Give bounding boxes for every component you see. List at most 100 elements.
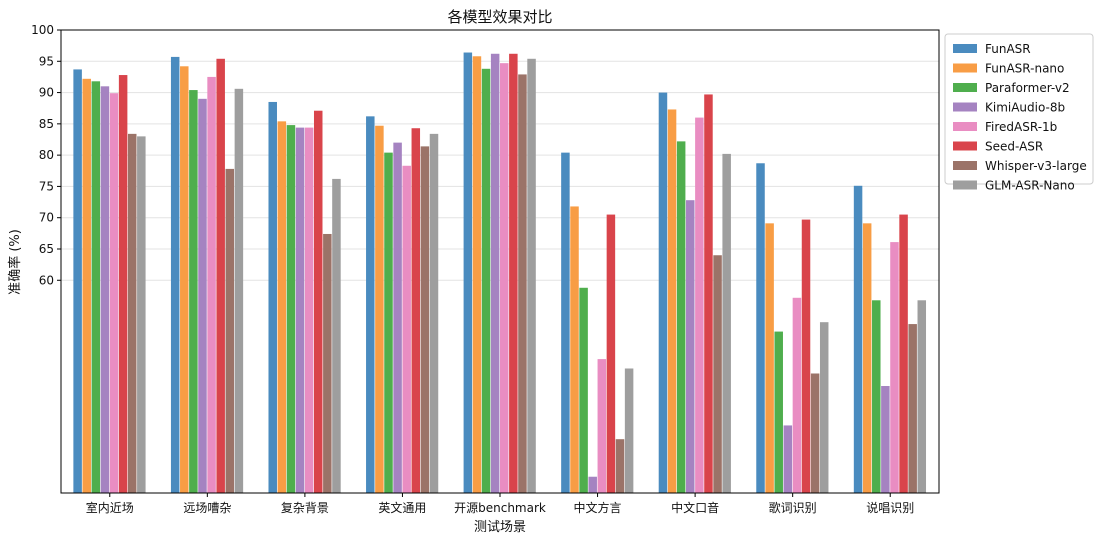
bar-funasr — [366, 116, 375, 493]
x-tick-label: 开源benchmark — [454, 501, 546, 515]
bar-firedasr-1b — [695, 117, 704, 493]
bar-funasr-nano — [862, 223, 872, 493]
bar-whisper-v3-large — [908, 324, 917, 493]
bars — [73, 52, 927, 494]
x-tick-label: 室内近场 — [86, 500, 134, 515]
bar-funasr — [268, 101, 277, 494]
bar-seed-asr — [606, 214, 616, 493]
bar-kimiaudio-8b — [686, 200, 695, 493]
bar-kimiaudio-8b — [881, 386, 890, 493]
y-tick-label: 65 — [39, 242, 54, 256]
bar-whisper-v3-large — [127, 133, 137, 493]
bar-seed-asr — [411, 128, 421, 493]
legend-label: Seed-ASR — [985, 140, 1043, 154]
bar-paraformer-v2 — [91, 81, 101, 493]
legend-box — [944, 33, 1094, 185]
bar-paraformer-v2 — [189, 90, 198, 493]
bar-funasr-nano — [667, 109, 677, 493]
bar-funasr-nano — [180, 66, 189, 494]
bar-funasr — [73, 69, 82, 493]
bar-funasr-nano — [472, 56, 482, 493]
x-axis-ticks: 室内近场 远场嘈杂 复杂背景 英文通用 开源benchmark 中文方言 中文口音 歌词识别 说… — [86, 493, 914, 515]
bar-seed-asr — [704, 94, 713, 494]
bar-kimiaudio-8b — [783, 425, 793, 493]
bar-funasr-nano — [570, 206, 579, 493]
bar-funasr — [853, 185, 863, 493]
legend-label: Whisper-v3-large — [985, 159, 1087, 173]
bar-seed-asr — [118, 75, 128, 493]
bar-kimiaudio-8b — [490, 53, 500, 494]
bar-kimiaudio-8b — [198, 98, 207, 493]
bar-seed-asr — [313, 110, 323, 494]
bar-paraformer-v2 — [579, 287, 588, 493]
bar-paraformer-v2 — [481, 68, 491, 493]
x-tick-label: 远场嘈杂 — [183, 501, 231, 515]
bar-kimiaudio-8b — [393, 142, 402, 493]
bar-firedasr-1b — [597, 359, 607, 493]
bar-glm-asr-nano — [722, 153, 731, 493]
legend-label: Paraformer-v2 — [985, 81, 1070, 95]
legend-swatch — [953, 83, 977, 92]
bar-funasr — [170, 56, 180, 493]
bar-seed-asr — [216, 58, 225, 494]
bar-firedasr-1b — [890, 242, 899, 493]
bar-paraformer-v2 — [286, 125, 296, 494]
y-tick-label: 100 — [31, 23, 54, 37]
bar-firedasr-1b — [109, 93, 119, 494]
legend-label: KimiAudio-8b — [985, 101, 1065, 115]
bar-whisper-v3-large — [323, 233, 332, 493]
x-tick-label: 说唱识别 — [866, 500, 914, 515]
y-axis-ticks: 60 65 70 75 80 85 90 95 100 — [31, 23, 61, 287]
bar-firedasr-1b — [500, 63, 509, 493]
legend: FunASR FunASR-nano Paraformer-v2 KimiAudio-… — [944, 33, 1094, 193]
bar-glm-asr-nano — [234, 88, 244, 494]
y-tick-label: 85 — [39, 117, 54, 131]
x-tick-label: 英文通用 — [378, 500, 426, 515]
x-tick-label: 复杂背景 — [281, 501, 329, 515]
bar-whisper-v3-large — [225, 168, 235, 493]
bar-funasr-nano — [375, 125, 384, 493]
legend-swatch — [953, 161, 977, 170]
legend-swatch — [953, 180, 977, 190]
legend-swatch — [953, 122, 977, 131]
y-axis-label: 准确率 (%) — [7, 229, 23, 295]
y-tick-label: 75 — [39, 179, 54, 193]
y-tick-label: 70 — [39, 211, 54, 225]
y-tick-label: 90 — [39, 86, 54, 100]
bar-seed-asr — [509, 53, 518, 494]
bar-funasr — [658, 92, 668, 493]
bar-kimiaudio-8b — [295, 127, 305, 493]
x-tick-label: 中文方言 — [574, 500, 622, 515]
bar-glm-asr-nano — [917, 300, 927, 493]
legend-label: FunASR — [985, 42, 1031, 56]
bar-funasr-nano — [277, 121, 287, 494]
y-tick-label: 60 — [39, 273, 54, 287]
bar-whisper-v3-large — [518, 74, 527, 493]
bar-paraformer-v2 — [774, 331, 783, 493]
bar-glm-asr-nano — [332, 178, 341, 493]
bar-funasr — [463, 52, 473, 493]
bar-whisper-v3-large — [420, 146, 430, 493]
bar-seed-asr — [801, 219, 811, 494]
legend-swatch — [953, 141, 977, 151]
bar-seed-asr — [899, 214, 908, 493]
bar-glm-asr-nano — [819, 322, 829, 493]
legend-label: GLM-ASR-Nano — [985, 179, 1075, 193]
bar-firedasr-1b — [304, 127, 314, 493]
y-tick-label: 95 — [39, 54, 54, 68]
bar-funasr-nano — [765, 223, 774, 493]
x-tick-label: 歌词识别 — [769, 500, 817, 515]
bar-firedasr-1b — [792, 297, 802, 493]
legend-swatch — [953, 102, 977, 112]
x-tick-label: 中文口音 — [671, 500, 719, 515]
bar-paraformer-v2 — [384, 152, 393, 493]
bar-paraformer-v2 — [676, 141, 686, 493]
bar-whisper-v3-large — [810, 373, 820, 493]
x-axis-label: 测试场景 — [474, 520, 526, 535]
bar-glm-asr-nano — [527, 58, 536, 494]
y-tick-label: 80 — [39, 148, 54, 162]
bar-glm-asr-nano — [429, 133, 439, 493]
bar-funasr-nano — [82, 78, 91, 493]
bar-kimiaudio-8b — [100, 86, 110, 493]
